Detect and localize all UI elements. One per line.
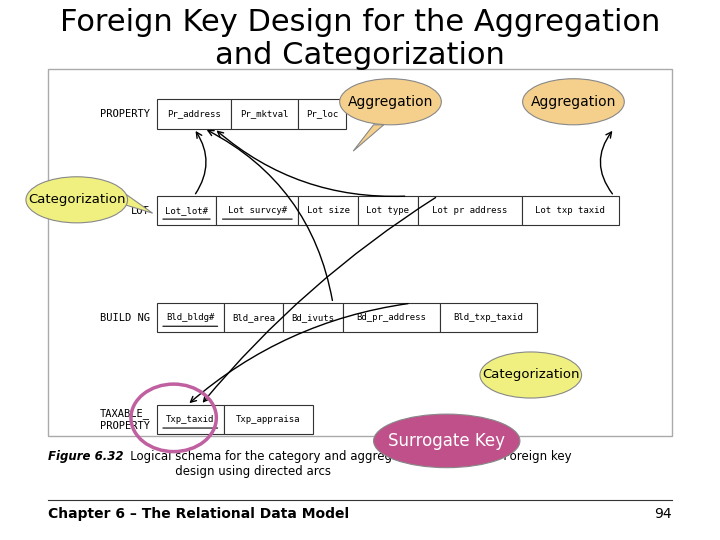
Ellipse shape — [374, 414, 520, 468]
Ellipse shape — [523, 79, 624, 125]
FancyBboxPatch shape — [358, 196, 418, 225]
Text: LOT: LOT — [131, 206, 150, 215]
FancyBboxPatch shape — [157, 303, 224, 333]
Text: Pr_address: Pr_address — [167, 110, 221, 119]
Text: Surrogate Key: Surrogate Key — [388, 432, 505, 450]
FancyBboxPatch shape — [284, 303, 343, 333]
Text: Bld_bldg#: Bld_bldg# — [166, 313, 215, 322]
Text: 94: 94 — [654, 507, 672, 521]
Text: Bd_ivuts: Bd_ivuts — [292, 313, 335, 322]
FancyBboxPatch shape — [157, 196, 216, 225]
FancyBboxPatch shape — [231, 99, 298, 129]
Text: Lot pr address: Lot pr address — [432, 206, 508, 215]
Text: Aggregation: Aggregation — [531, 95, 616, 109]
Text: Txp_taxid: Txp_taxid — [166, 415, 215, 424]
Ellipse shape — [340, 79, 441, 125]
Text: Categorization: Categorization — [482, 368, 580, 381]
Text: Lot_lot#: Lot_lot# — [165, 206, 208, 215]
FancyBboxPatch shape — [298, 99, 346, 129]
FancyBboxPatch shape — [298, 196, 358, 225]
Text: TAXABLE_
PROPERTY: TAXABLE_ PROPERTY — [100, 408, 150, 431]
Text: Foreign Key Design for the Aggregation
and Categorization: Foreign Key Design for the Aggregation a… — [60, 8, 660, 70]
FancyBboxPatch shape — [157, 99, 231, 129]
FancyBboxPatch shape — [48, 69, 672, 436]
Text: Logical schema for the category and aggregate in Figure 6.31: Foreign key
      : Logical schema for the category and aggr… — [120, 450, 572, 478]
Text: Bd_pr_address: Bd_pr_address — [356, 313, 426, 322]
Text: Aggregation: Aggregation — [348, 95, 433, 109]
Text: Figure 6.32: Figure 6.32 — [48, 450, 124, 463]
Polygon shape — [126, 194, 153, 213]
Text: Bld_txp_taxid: Bld_txp_taxid — [454, 313, 523, 322]
FancyBboxPatch shape — [157, 404, 224, 434]
Ellipse shape — [26, 177, 127, 223]
Text: Pr_loc: Pr_loc — [306, 110, 338, 119]
FancyBboxPatch shape — [343, 303, 440, 333]
Text: Chapter 6 – The Relational Data Model: Chapter 6 – The Relational Data Model — [48, 507, 349, 521]
Text: Categorization: Categorization — [28, 193, 125, 206]
Text: Pr_mktval: Pr_mktval — [240, 110, 289, 119]
Ellipse shape — [480, 352, 582, 398]
Text: Txp_appraisa: Txp_appraisa — [236, 415, 301, 424]
FancyBboxPatch shape — [216, 196, 298, 225]
Text: Lot txp taxid: Lot txp taxid — [536, 206, 606, 215]
Text: Lot size: Lot size — [307, 206, 350, 215]
FancyBboxPatch shape — [224, 404, 313, 434]
Text: Lot survcy#: Lot survcy# — [228, 206, 287, 215]
FancyBboxPatch shape — [522, 196, 619, 225]
Text: Bld_area: Bld_area — [232, 313, 275, 322]
Polygon shape — [354, 125, 384, 151]
Text: BUILD NG: BUILD NG — [100, 313, 150, 323]
Text: Lot type: Lot type — [366, 206, 409, 215]
FancyBboxPatch shape — [418, 196, 522, 225]
Text: PROPERTY: PROPERTY — [100, 109, 150, 119]
FancyBboxPatch shape — [224, 303, 284, 333]
FancyBboxPatch shape — [440, 303, 537, 333]
